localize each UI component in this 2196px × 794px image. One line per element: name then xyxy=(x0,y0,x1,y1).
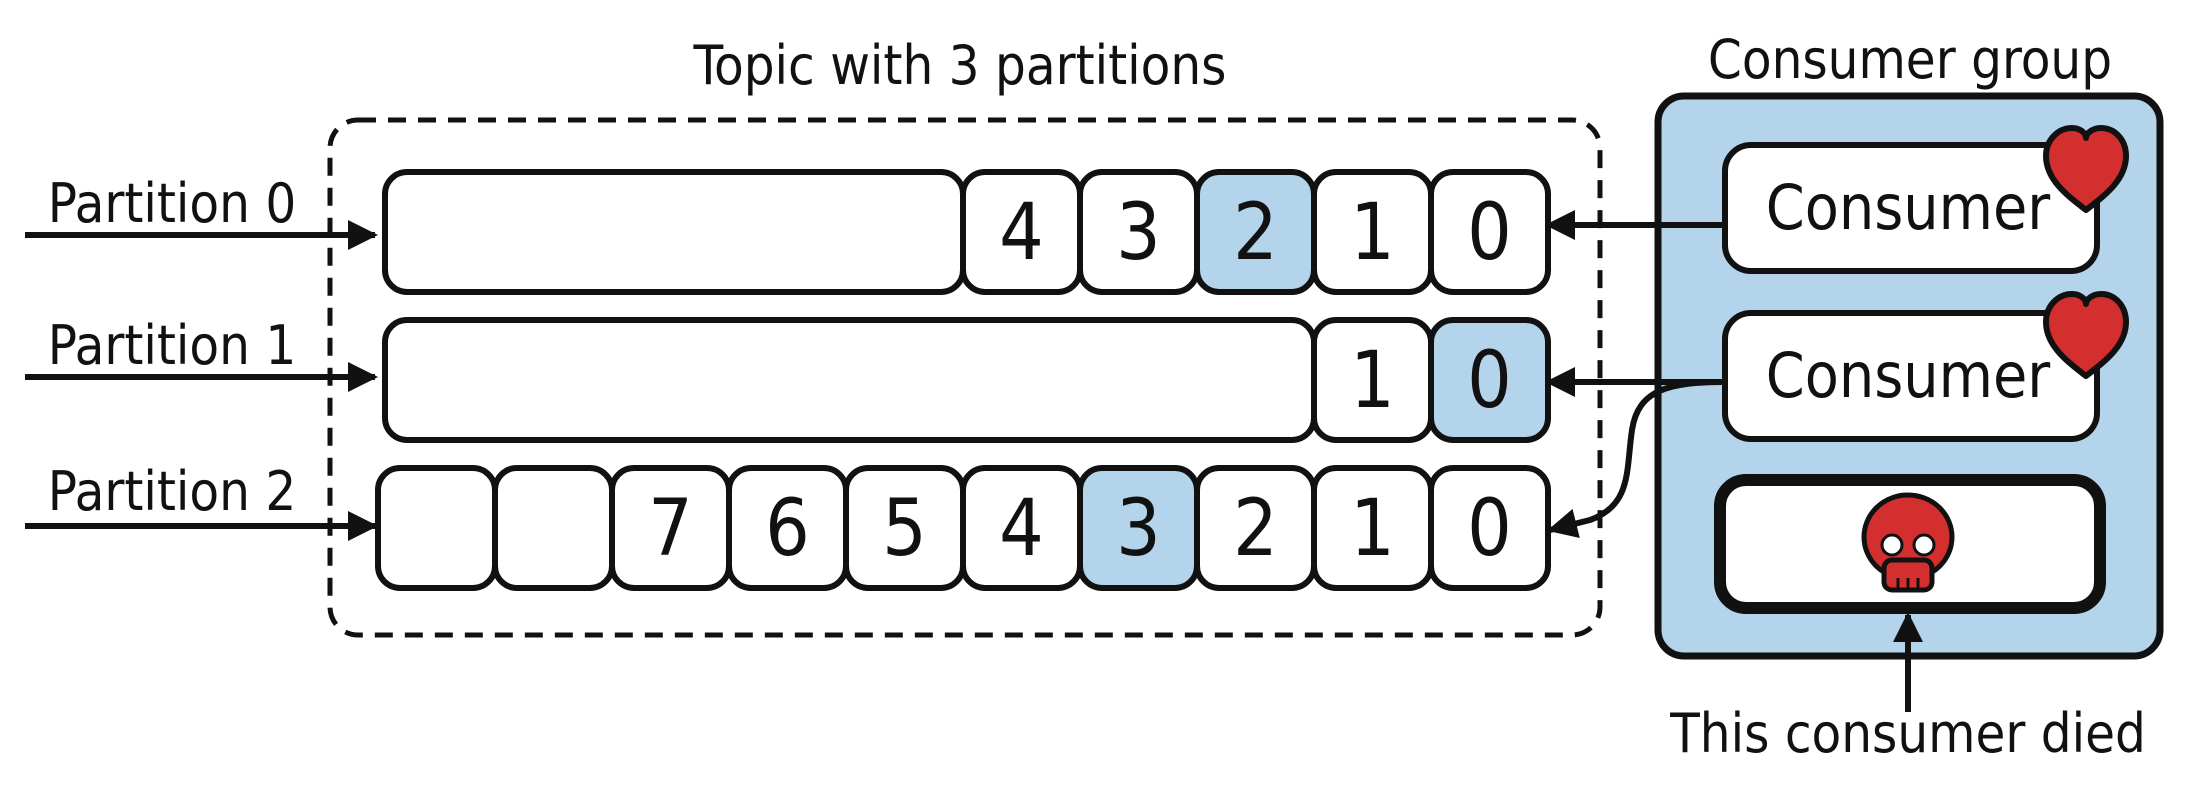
partition-2-label: Partition 2 xyxy=(48,460,297,523)
partition-2-empty-slot xyxy=(492,465,615,591)
partition-0-offset-label: 0 xyxy=(1467,188,1512,278)
partition-1-label: Partition 1 xyxy=(48,314,297,377)
consumer-2-to-partition-2-arrow xyxy=(1547,379,1726,539)
heart-icon xyxy=(2043,291,2129,379)
partition-0-offset-label: 4 xyxy=(999,188,1044,278)
partition-rows: 4 3 2 1 01 07 6 5 4 3 2 1 0 xyxy=(375,169,1551,591)
consumer-1-label: Consumer xyxy=(1766,171,2051,244)
consumer-2-box xyxy=(1722,310,2100,442)
partition-1-offset-label: 1 xyxy=(1350,336,1395,426)
heart-icon xyxy=(2043,125,2129,213)
topic-title: Topic with 3 partitions xyxy=(693,34,1227,97)
consumer-group-title: Consumer group xyxy=(1708,28,2112,91)
partition-2-offset-label: 5 xyxy=(882,484,927,574)
skull-icon xyxy=(1861,492,1955,593)
partition-1-offset-label: 0 xyxy=(1467,336,1512,426)
partition-0-empty-segment xyxy=(382,169,966,295)
dead-consumer-note: This consumer died xyxy=(1669,702,2146,765)
partition-2-offset-label: 0 xyxy=(1467,484,1512,574)
partition-0-offset-label: 2 xyxy=(1233,188,1278,278)
partition-1-empty-segment xyxy=(382,317,1317,443)
partition-2-offset-label: 3 xyxy=(1116,484,1161,574)
consumer-1-box xyxy=(1722,142,2100,274)
partition-2-offset-label: 2 xyxy=(1233,484,1278,574)
partition-2-offset-label: 4 xyxy=(999,484,1044,574)
partition-0-label: Partition 0 xyxy=(48,172,297,235)
partition-0-offset-label: 3 xyxy=(1116,188,1161,278)
partition-2-offset-label: 1 xyxy=(1350,484,1395,574)
partition-0-offset-label: 1 xyxy=(1350,188,1395,278)
partition-2-offset-label: 7 xyxy=(648,484,693,574)
partition-2-empty-slot xyxy=(375,465,498,591)
partition-2-offset-label: 6 xyxy=(765,484,810,574)
consumer-2-label: Consumer xyxy=(1766,339,2051,412)
